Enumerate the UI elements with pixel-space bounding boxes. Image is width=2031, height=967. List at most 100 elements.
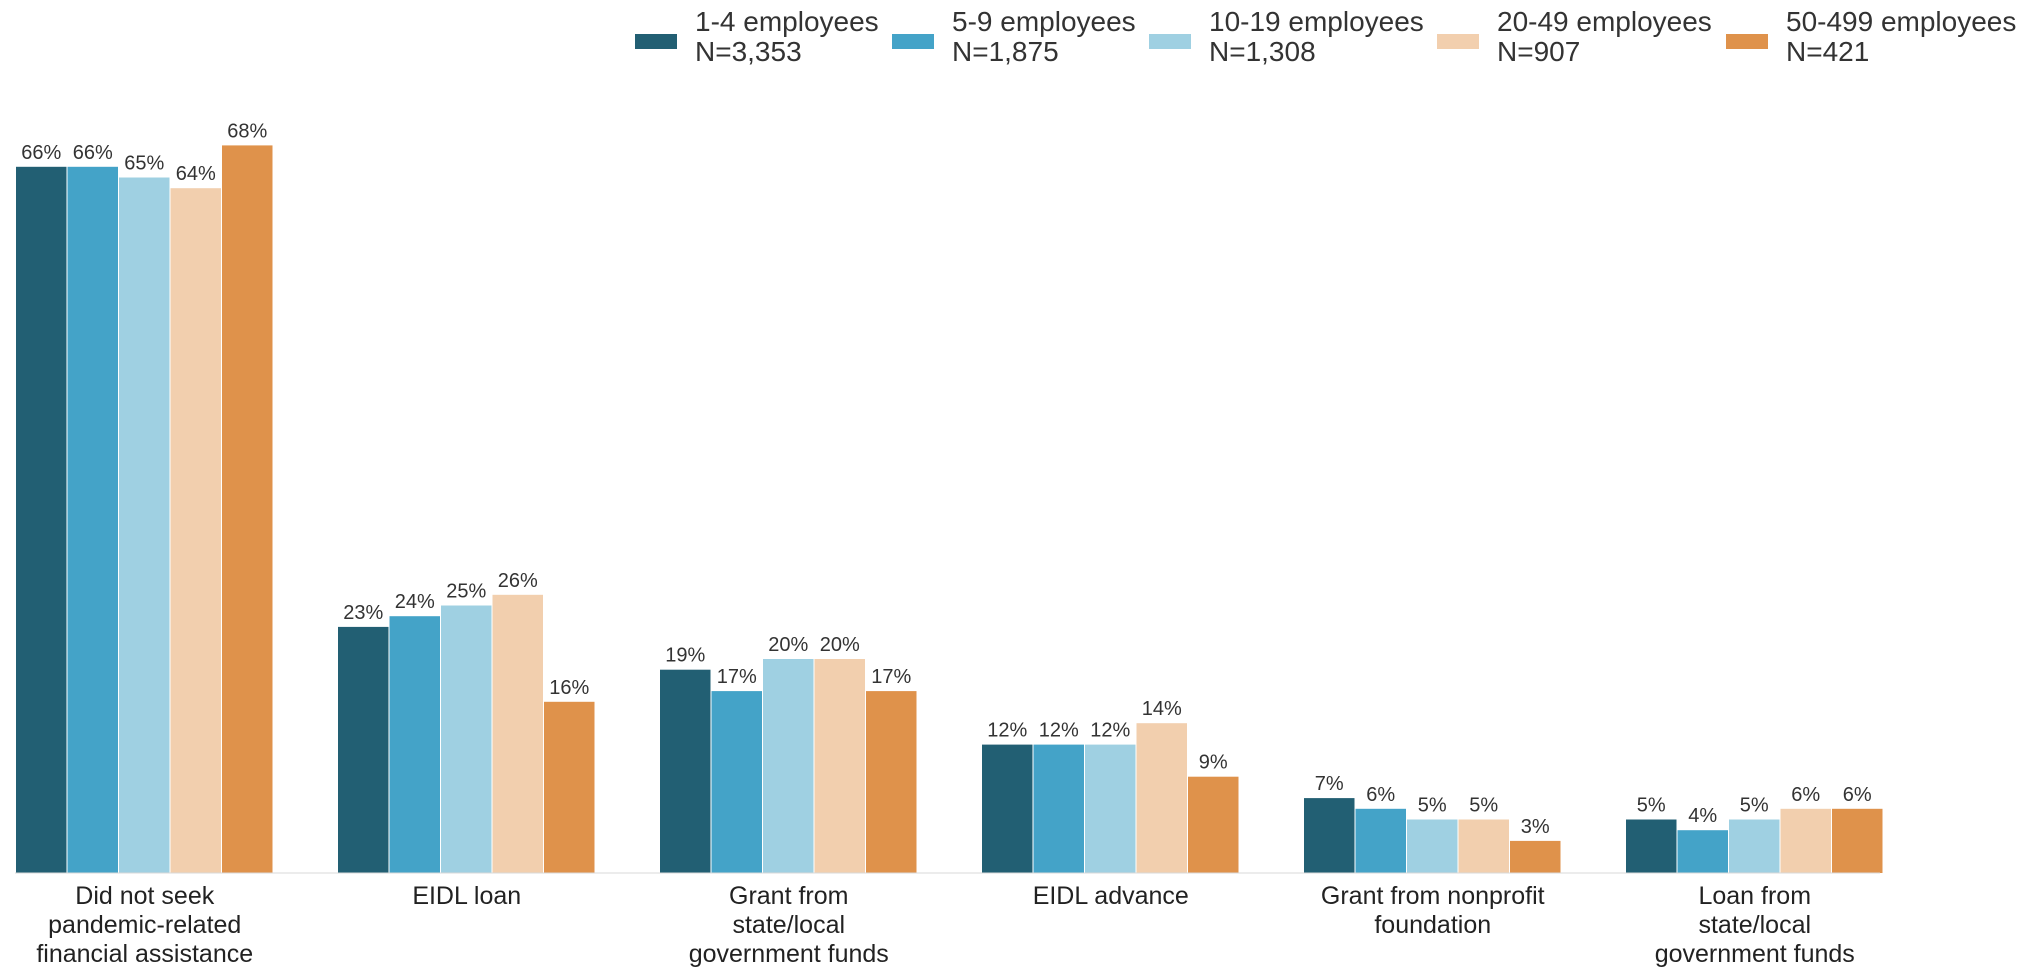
- bar-did-not-seek-pandemic-related-financial-assistance-5-9-employees: [67, 166, 118, 874]
- bar-loan-from-state-local-government-funds-50-499-employees: [1832, 808, 1883, 873]
- category-labels-layer: Did not seek pandemic-related financial as…: [36, 882, 1854, 967]
- bar-loan-from-state-local-government-funds-10-19-employees: [1729, 819, 1780, 873]
- bar-eidl-loan-50-499-employees: [544, 701, 595, 873]
- bar-loan-from-state-local-government-funds-20-49-employees: [1780, 808, 1831, 873]
- bar-eidl-advance-5-9-employees: [1033, 744, 1084, 873]
- value-label-loan-from-state-local-government-funds-50-499-employees: 6%: [1843, 784, 1872, 806]
- category-label-line: EIDL advance: [1033, 882, 1189, 910]
- value-label-eidl-advance-10-19-employees: 12%: [1090, 720, 1130, 742]
- bar-grant-from-nonprofit-foundation-5-9-employees: [1355, 808, 1406, 873]
- value-label-eidl-loan-5-9-employees: 24%: [395, 591, 435, 613]
- bar-did-not-seek-pandemic-related-financial-assistance-20-49-employees: [170, 188, 221, 873]
- legend-swatch-20-49-employees: [1437, 34, 1479, 49]
- category-label-line: government funds: [689, 940, 889, 967]
- value-label-eidl-advance-5-9-employees: 12%: [1039, 720, 1079, 742]
- value-label-eidl-loan-1-4-employees: 23%: [343, 602, 383, 624]
- value-label-eidl-advance-1-4-employees: 12%: [987, 720, 1027, 742]
- value-label-grant-from-state-local-government-funds-10-19-employees: 20%: [768, 634, 808, 656]
- category-label-line: pandemic-related: [48, 911, 241, 939]
- bar-grant-from-state-local-government-funds-20-49-employees: [814, 659, 865, 873]
- bar-eidl-loan-1-4-employees: [338, 626, 389, 873]
- legend-label-20-49-employees: 20-49 employees: [1497, 6, 1712, 37]
- value-label-loan-from-state-local-government-funds-20-49-employees: 6%: [1791, 784, 1820, 806]
- bar-eidl-advance-10-19-employees: [1085, 744, 1136, 873]
- legend-swatch-50-499-employees: [1726, 34, 1768, 49]
- legend-swatch-1-4-employees: [635, 34, 677, 49]
- bar-loan-from-state-local-government-funds-1-4-employees: [1626, 819, 1677, 873]
- bar-grant-from-nonprofit-foundation-10-19-employees: [1407, 819, 1458, 873]
- category-label-eidl-advance: EIDL advance: [1033, 882, 1189, 910]
- value-label-grant-from-nonprofit-foundation-10-19-employees: 5%: [1418, 795, 1447, 817]
- bar-grant-from-state-local-government-funds-1-4-employees: [660, 669, 711, 873]
- category-label-loan-from-state-local-government-funds: Loan from state/local government funds: [1655, 882, 1855, 967]
- value-label-grant-from-state-local-government-funds-5-9-employees: 17%: [717, 666, 757, 688]
- value-label-loan-from-state-local-government-funds-5-9-employees: 4%: [1688, 805, 1717, 827]
- value-label-eidl-advance-20-49-employees: 14%: [1142, 698, 1182, 720]
- legend-swatch-10-19-employees: [1149, 34, 1191, 49]
- value-label-did-not-seek-pandemic-related-financial-assistance-50-499-employees: 68%: [227, 120, 267, 142]
- bar-eidl-loan-5-9-employees: [389, 616, 440, 873]
- bar-grant-from-state-local-government-funds-10-19-employees: [763, 659, 814, 873]
- bar-grant-from-nonprofit-foundation-1-4-employees: [1304, 798, 1355, 873]
- bar-grant-from-nonprofit-foundation-20-49-employees: [1458, 819, 1509, 873]
- category-label-line: foundation: [1374, 911, 1491, 939]
- category-label-eidl-loan: EIDL loan: [412, 882, 521, 910]
- legend-count-1-4-employees: N=3,353: [695, 36, 802, 67]
- legend-label-10-19-employees: 10-19 employees: [1209, 6, 1424, 37]
- legend-count-20-49-employees: N=907: [1497, 36, 1580, 67]
- category-label-grant-from-nonprofit-foundation: Grant from nonprofit foundation: [1321, 882, 1545, 939]
- value-label-grant-from-state-local-government-funds-1-4-employees: 19%: [665, 645, 705, 667]
- legend-count-5-9-employees: N=1,875: [952, 36, 1059, 67]
- legend-swatch-5-9-employees: [892, 34, 934, 49]
- bars-layer: [16, 145, 1883, 874]
- bar-eidl-advance-1-4-employees: [982, 744, 1033, 873]
- category-label-line: state/local: [1698, 911, 1811, 939]
- value-label-loan-from-state-local-government-funds-1-4-employees: 5%: [1637, 795, 1666, 817]
- value-label-did-not-seek-pandemic-related-financial-assistance-5-9-employees: 66%: [73, 142, 113, 164]
- legend-label-5-9-employees: 5-9 employees: [952, 6, 1136, 37]
- legend-count-50-499-employees: N=421: [1786, 36, 1869, 67]
- value-label-loan-from-state-local-government-funds-10-19-employees: 5%: [1740, 795, 1769, 817]
- bar-eidl-loan-20-49-employees: [492, 594, 543, 873]
- category-label-line: government funds: [1655, 940, 1855, 967]
- category-label-line: Grant from nonprofit: [1321, 882, 1545, 910]
- value-label-did-not-seek-pandemic-related-financial-assistance-1-4-employees: 66%: [21, 142, 61, 164]
- value-label-did-not-seek-pandemic-related-financial-assistance-10-19-employees: 65%: [124, 153, 164, 175]
- bar-eidl-advance-50-499-employees: [1188, 776, 1239, 873]
- bar-loan-from-state-local-government-funds-5-9-employees: [1677, 830, 1728, 873]
- bar-grant-from-state-local-government-funds-5-9-employees: [711, 691, 762, 873]
- legend-label-50-499-employees: 50-499 employees: [1786, 6, 2016, 37]
- category-label-line: EIDL loan: [412, 882, 521, 910]
- bar-did-not-seek-pandemic-related-financial-assistance-10-19-employees: [119, 177, 170, 873]
- category-label-line: Did not seek: [75, 882, 214, 910]
- bar-did-not-seek-pandemic-related-financial-assistance-50-499-employees: [222, 145, 273, 873]
- value-label-grant-from-state-local-government-funds-20-49-employees: 20%: [820, 634, 860, 656]
- bar-grant-from-nonprofit-foundation-50-499-employees: [1510, 840, 1561, 873]
- value-labels-layer: 66% 66% 65% 64% 68% 23% 24% 25% 26% 16% 19% 17% 20% 2…: [21, 120, 1872, 838]
- value-label-grant-from-nonprofit-foundation-1-4-employees: 7%: [1315, 773, 1344, 795]
- value-label-eidl-loan-50-499-employees: 16%: [549, 677, 589, 699]
- category-label-line: Loan from: [1698, 882, 1811, 910]
- category-label-line: state/local: [732, 911, 845, 939]
- category-label-grant-from-state-local-government-funds: Grant from state/local government funds: [689, 882, 889, 967]
- category-label-line: financial assistance: [36, 940, 253, 967]
- value-label-grant-from-nonprofit-foundation-5-9-employees: 6%: [1366, 784, 1395, 806]
- bar-did-not-seek-pandemic-related-financial-assistance-1-4-employees: [16, 166, 67, 874]
- value-label-eidl-advance-50-499-employees: 9%: [1199, 752, 1228, 774]
- value-label-eidl-loan-10-19-employees: 25%: [446, 581, 486, 603]
- value-label-grant-from-nonprofit-foundation-50-499-employees: 3%: [1521, 816, 1550, 838]
- bar-eidl-loan-10-19-employees: [441, 605, 492, 873]
- legend-count-10-19-employees: N=1,308: [1209, 36, 1316, 67]
- value-label-grant-from-nonprofit-foundation-20-49-employees: 5%: [1469, 795, 1498, 817]
- value-label-eidl-loan-20-49-employees: 26%: [498, 570, 538, 592]
- value-label-did-not-seek-pandemic-related-financial-assistance-20-49-employees: 64%: [176, 163, 216, 185]
- category-label-did-not-seek-pandemic-related-financial-assistance: Did not seek pandemic-related financial as…: [36, 882, 253, 967]
- legend-label-1-4-employees: 1-4 employees: [695, 6, 879, 37]
- bar-grant-from-state-local-government-funds-50-499-employees: [866, 691, 917, 873]
- value-label-grant-from-state-local-government-funds-50-499-employees: 17%: [871, 666, 911, 688]
- category-label-line: Grant from: [729, 882, 848, 910]
- bar-eidl-advance-20-49-employees: [1136, 723, 1187, 873]
